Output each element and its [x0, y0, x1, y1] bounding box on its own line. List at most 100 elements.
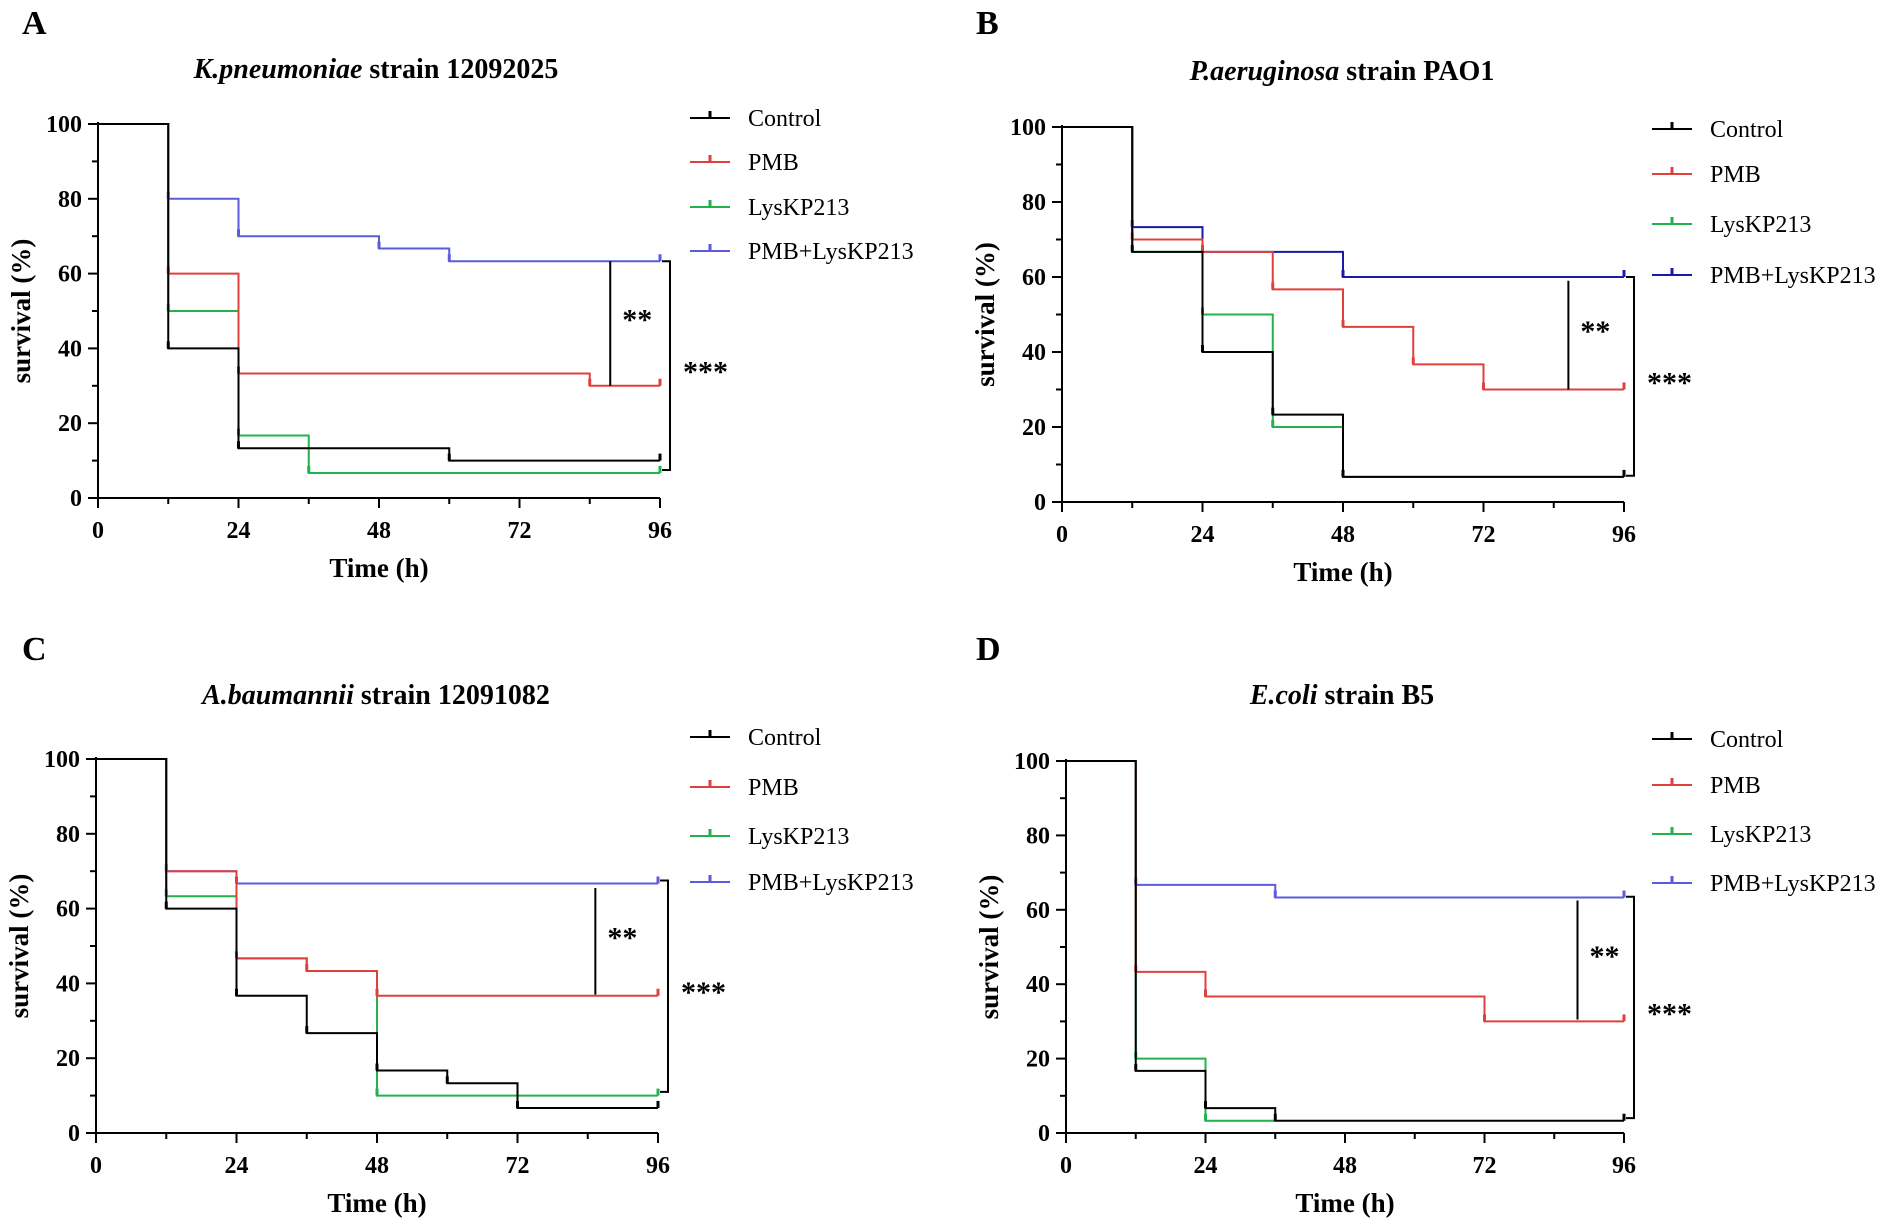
significance-label-triple: *** — [1647, 366, 1692, 399]
significance-label-triple: *** — [681, 976, 726, 1009]
y-tick-label: 100 — [44, 747, 80, 773]
x-tick-label: 48 — [365, 1153, 389, 1179]
series-control — [1062, 126, 1626, 478]
legend-label: PMB+LysKP213 — [1710, 871, 1876, 897]
x-tick-label: 24 — [227, 518, 251, 544]
chart-title-species: P.aeruginosa — [1189, 56, 1340, 87]
legend-item-lyskp213: LysKP213 — [1652, 212, 1811, 238]
y-tick-label: 40 — [58, 336, 82, 362]
chart-title: K.pneumoniae strain 12092025 — [193, 54, 559, 85]
y-tick-label: 0 — [1038, 1121, 1050, 1147]
survival-curve-pmb — [96, 758, 658, 997]
legend-item-lyskp213: LysKP213 — [690, 824, 849, 850]
x-tick-label: 96 — [1612, 522, 1636, 548]
panel-letter: A — [22, 5, 47, 42]
series-pmb-lyskp213 — [96, 758, 660, 885]
chart-title: P.aeruginosa strain PAO1 — [1189, 56, 1495, 87]
legend-label: LysKP213 — [748, 824, 849, 850]
series-pmb — [1066, 760, 1626, 1023]
panel-letter: C — [22, 631, 47, 668]
y-tick-label: 0 — [68, 1121, 80, 1147]
y-axis-label: survival (%) — [6, 239, 36, 384]
y-tick-label: 0 — [1034, 490, 1046, 516]
significance-bracket — [1626, 895, 1635, 1120]
legend: Control PMB LysKP213 PMB+LysKP213 — [690, 106, 914, 265]
survival-curve-control — [98, 123, 660, 462]
x-tick-label: 72 — [1473, 1153, 1497, 1179]
x-axis-label: Time (h) — [1295, 1188, 1394, 1218]
survival-curve-control — [96, 758, 658, 1109]
x-tick-label: 24 — [1191, 522, 1215, 548]
y-tick-label: 20 — [56, 1046, 80, 1072]
series-pmb — [98, 123, 662, 387]
survival-curve-pmb-lyskp213 — [1062, 126, 1624, 278]
significance-label-triple: *** — [683, 356, 728, 389]
panel-a: A K.pneumoniae strain 12092025 0 24 48 72 96 0 2… — [6, 5, 914, 583]
y-tick-label: 40 — [1022, 340, 1046, 366]
x-tick-label: 48 — [1333, 1153, 1357, 1179]
legend-label: PMB — [748, 150, 799, 176]
legend-item-pmb-lyskp213: PMB+LysKP213 — [690, 239, 914, 265]
x-tick-label: 24 — [1194, 1153, 1218, 1179]
series-pmb-lyskp213 — [98, 123, 662, 263]
chart-title-species: E.coli — [1249, 680, 1318, 711]
legend-item-pmb-lyskp213: PMB+LysKP213 — [690, 870, 914, 896]
legend-item-pmb: PMB — [1652, 773, 1761, 799]
legend: Control PMB LysKP213 PMB+LysKP213 — [1652, 117, 1876, 289]
y-tick-label: 80 — [58, 187, 82, 213]
significance-bracket — [660, 879, 669, 1093]
legend-label: PMB — [1710, 162, 1761, 188]
series-pmb-lyskp213 — [1062, 126, 1626, 278]
x-tick-label: 0 — [1060, 1153, 1072, 1179]
survival-curve-pmb-lyskp213 — [98, 123, 660, 263]
y-tick-label: 40 — [1026, 972, 1050, 998]
x-axis-label: Time (h) — [327, 1188, 426, 1218]
legend-item-pmb: PMB — [690, 150, 799, 176]
chart-title: A.baumannii strain 12091082 — [200, 680, 550, 711]
legend-item-pmb-lyskp213: PMB+LysKP213 — [1652, 871, 1876, 897]
significance-label-double: ** — [622, 304, 652, 337]
series-control — [96, 758, 660, 1109]
survival-curve-control — [1066, 760, 1624, 1122]
legend-label: LysKP213 — [1710, 212, 1811, 238]
series-lyskp213 — [1066, 760, 1276, 1122]
series-lyskp213 — [98, 123, 662, 474]
chart-title: E.coli strain B5 — [1249, 680, 1434, 711]
x-tick-label: 72 — [1472, 522, 1496, 548]
y-tick-label: 60 — [1026, 898, 1050, 924]
y-tick-label: 60 — [1022, 265, 1046, 291]
panel-c: C A.baumannii strain 12091082 0 24 48 72 96 0 20… — [4, 631, 914, 1218]
y-tick-label: 20 — [1026, 1047, 1050, 1073]
legend-item-lyskp213: LysKP213 — [1652, 822, 1811, 848]
chart-title-species: A.baumannii — [200, 680, 354, 711]
legend-label: PMB+LysKP213 — [1710, 263, 1876, 289]
survival-curve-pmb-lyskp213 — [1066, 760, 1624, 899]
y-tick-label: 0 — [70, 486, 82, 512]
legend-label: Control — [1710, 117, 1784, 143]
x-tick-label: 96 — [646, 1153, 670, 1179]
series-control — [1066, 760, 1626, 1122]
survival-curve-control — [1062, 126, 1624, 478]
y-tick-label: 100 — [1010, 115, 1046, 141]
significance-bracket — [1626, 276, 1635, 477]
y-axis-label: survival (%) — [974, 875, 1004, 1020]
panel-letter: D — [976, 631, 1001, 668]
x-tick-label: 0 — [90, 1153, 102, 1179]
significance-label-double: ** — [607, 921, 637, 954]
x-tick-label: 0 — [92, 518, 104, 544]
y-tick-label: 40 — [56, 971, 80, 997]
legend-item-pmb: PMB — [690, 775, 799, 801]
series-pmb-lyskp213 — [1066, 760, 1626, 899]
legend-label: LysKP213 — [1710, 822, 1811, 848]
chart-title-strain: strain B5 — [1317, 680, 1434, 711]
x-axis-label: Time (h) — [329, 553, 428, 583]
legend-label: PMB — [1710, 773, 1761, 799]
legend-item-control: Control — [690, 106, 822, 132]
legend-item-control: Control — [1652, 117, 1784, 143]
y-tick-label: 20 — [58, 411, 82, 437]
significance-label-double: ** — [1590, 940, 1620, 973]
chart-title-species: K.pneumoniae — [193, 54, 363, 85]
x-axis-label: Time (h) — [1293, 557, 1392, 587]
y-tick-label: 60 — [56, 897, 80, 923]
